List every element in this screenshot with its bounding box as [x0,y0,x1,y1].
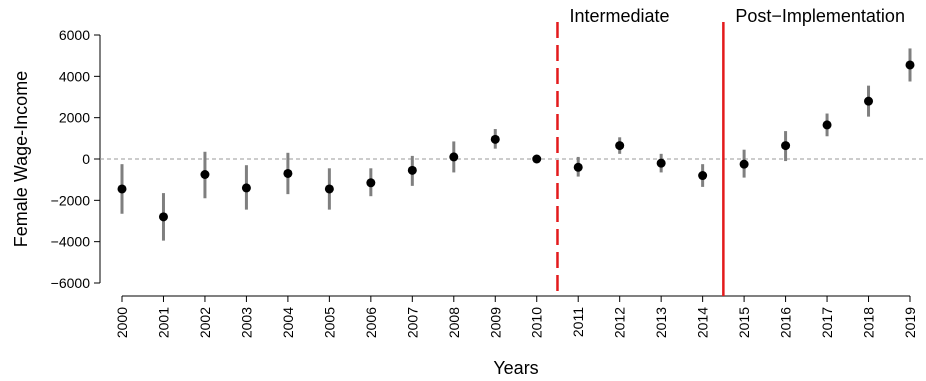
y-axis-title: Female Wage-Income [11,71,31,247]
x-tick-label: 2008 [446,307,462,338]
x-tick-label: 2014 [695,307,711,338]
x-tick-label: 2013 [653,307,669,338]
x-tick-label: 2010 [529,307,545,338]
point-estimate-2012 [615,141,625,151]
point-estimate-2003 [241,183,251,193]
y-tick-label: 2000 [59,110,90,126]
point-estimate-2004 [283,168,293,178]
y-tick-label: 4000 [59,68,90,84]
point-estimate-2019 [905,60,915,70]
point-estimate-2006 [366,178,376,188]
y-tick-label: −2000 [51,192,91,208]
y-tick-label: 6000 [59,27,90,43]
point-estimate-2002 [200,169,210,179]
x-tick-label: 2011 [570,307,586,337]
y-tick-label: −6000 [51,275,91,291]
x-tick-label: 2018 [861,307,877,338]
x-tick-label: 2003 [238,307,254,338]
point-estimates [117,60,915,222]
x-tick-label: 2004 [280,307,296,338]
x-tick-label: 2005 [321,307,337,338]
point-estimate-2014 [698,171,708,181]
point-estimate-2009 [490,134,500,144]
y-tick-label: 0 [82,151,90,167]
point-estimate-2016 [781,141,791,151]
x-tick-label: 2012 [612,307,628,338]
post-implementation-label: Post−Implementation [735,6,905,26]
x-tick-label: 2009 [487,307,503,338]
point-estimate-2001 [158,212,168,222]
x-axis: 2000 2001 2002 2003 2004 2005 2006 2007 2008 2009… [114,295,918,338]
x-tick-label: 2019 [902,307,918,338]
y-axis: −6000 −4000 −2000 0 2000 4000 6000 [51,27,101,291]
point-estimate-2007 [407,165,417,175]
x-tick-label: 2017 [819,307,835,338]
x-tick-label: 2006 [363,307,379,338]
point-estimate-2018 [864,96,874,106]
x-axis-title: Years [493,358,538,378]
x-tick-label: 2015 [736,307,752,338]
point-estimate-2005 [324,184,334,194]
point-estimate-2015 [739,159,749,169]
point-estimate-2000 [117,184,127,194]
x-tick-label: 2016 [778,307,794,338]
period-divider-lines: Intermediate Post−Implementation [556,6,905,296]
point-estimate-2008 [449,152,459,162]
intermediate-label: Intermediate [569,6,669,26]
point-estimate-2017 [822,120,832,130]
x-tick-label: 2007 [404,307,420,338]
error-bars [120,48,912,241]
x-tick-label: 2001 [155,307,171,338]
point-estimate-2011 [573,162,583,172]
y-tick-label: −4000 [51,234,91,250]
point-estimate-2013 [656,158,666,168]
x-tick-label: 2002 [197,307,213,338]
point-estimate-2010 [532,154,542,164]
x-tick-label: 2000 [114,307,130,338]
